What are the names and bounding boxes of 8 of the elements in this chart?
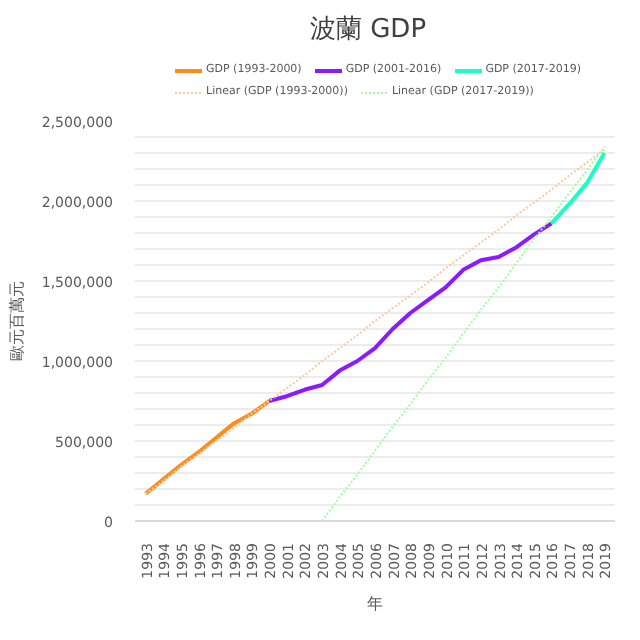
line-series [143, 399, 272, 496]
x-axis-title: 年 [367, 594, 383, 613]
chart-title: 波蘭 GDP [309, 15, 427, 45]
line-series [144, 148, 606, 495]
line-series [321, 145, 606, 521]
line-series [267, 221, 554, 403]
y-axis-title: 歐元百萬元 [7, 281, 26, 361]
line-series [549, 151, 607, 226]
